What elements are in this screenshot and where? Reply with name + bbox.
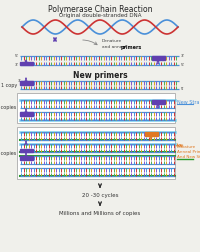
Text: New primers: New primers bbox=[73, 71, 127, 80]
Bar bbox=[20, 81, 33, 84]
Text: 2 copies: 2 copies bbox=[0, 106, 16, 110]
Text: 3': 3' bbox=[181, 54, 185, 58]
Text: 5': 5' bbox=[181, 87, 184, 91]
Bar bbox=[20, 61, 33, 65]
Bar bbox=[20, 148, 33, 152]
Bar bbox=[17, 93, 175, 123]
Text: New Strands: New Strands bbox=[177, 100, 200, 105]
Text: 4 copies: 4 copies bbox=[0, 150, 16, 155]
Text: 20 -30 cycles: 20 -30 cycles bbox=[82, 193, 118, 198]
Text: Original double-stranded DNA: Original double-stranded DNA bbox=[59, 13, 141, 18]
Text: Millions and Millions of copies: Millions and Millions of copies bbox=[59, 211, 141, 216]
Text: 1 copy: 1 copy bbox=[1, 82, 17, 87]
Text: Denature
and anneal: Denature and anneal bbox=[102, 39, 126, 49]
Text: Denature
Anneal Primers
And New Strands: Denature Anneal Primers And New Strands bbox=[177, 145, 200, 160]
Text: Polymerase Chain Reaction: Polymerase Chain Reaction bbox=[48, 5, 152, 14]
Bar bbox=[17, 127, 175, 179]
Bar bbox=[145, 132, 158, 136]
Text: 5': 5' bbox=[14, 54, 18, 58]
Text: 3': 3' bbox=[14, 63, 18, 67]
Text: 3': 3' bbox=[18, 79, 22, 83]
Text: primers: primers bbox=[121, 45, 142, 49]
Bar bbox=[152, 100, 165, 104]
Bar bbox=[20, 156, 33, 160]
Text: 5': 5' bbox=[181, 63, 185, 67]
Bar bbox=[20, 112, 33, 115]
Bar bbox=[152, 56, 165, 59]
